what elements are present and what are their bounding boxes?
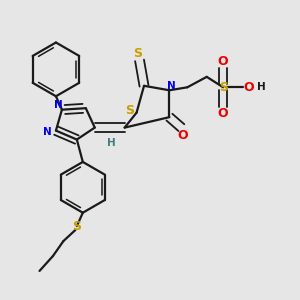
Text: N: N — [43, 127, 52, 137]
Text: S: S — [219, 81, 228, 94]
Text: S: S — [125, 104, 134, 117]
Text: H: H — [257, 82, 266, 92]
Text: N: N — [167, 80, 176, 91]
Text: N: N — [54, 100, 62, 110]
Text: O: O — [218, 55, 229, 68]
Text: O: O — [218, 107, 229, 120]
Text: S: S — [72, 220, 81, 232]
Text: H: H — [107, 137, 116, 148]
Text: O: O — [178, 129, 188, 142]
Text: S: S — [134, 47, 142, 60]
Text: O: O — [244, 81, 254, 94]
